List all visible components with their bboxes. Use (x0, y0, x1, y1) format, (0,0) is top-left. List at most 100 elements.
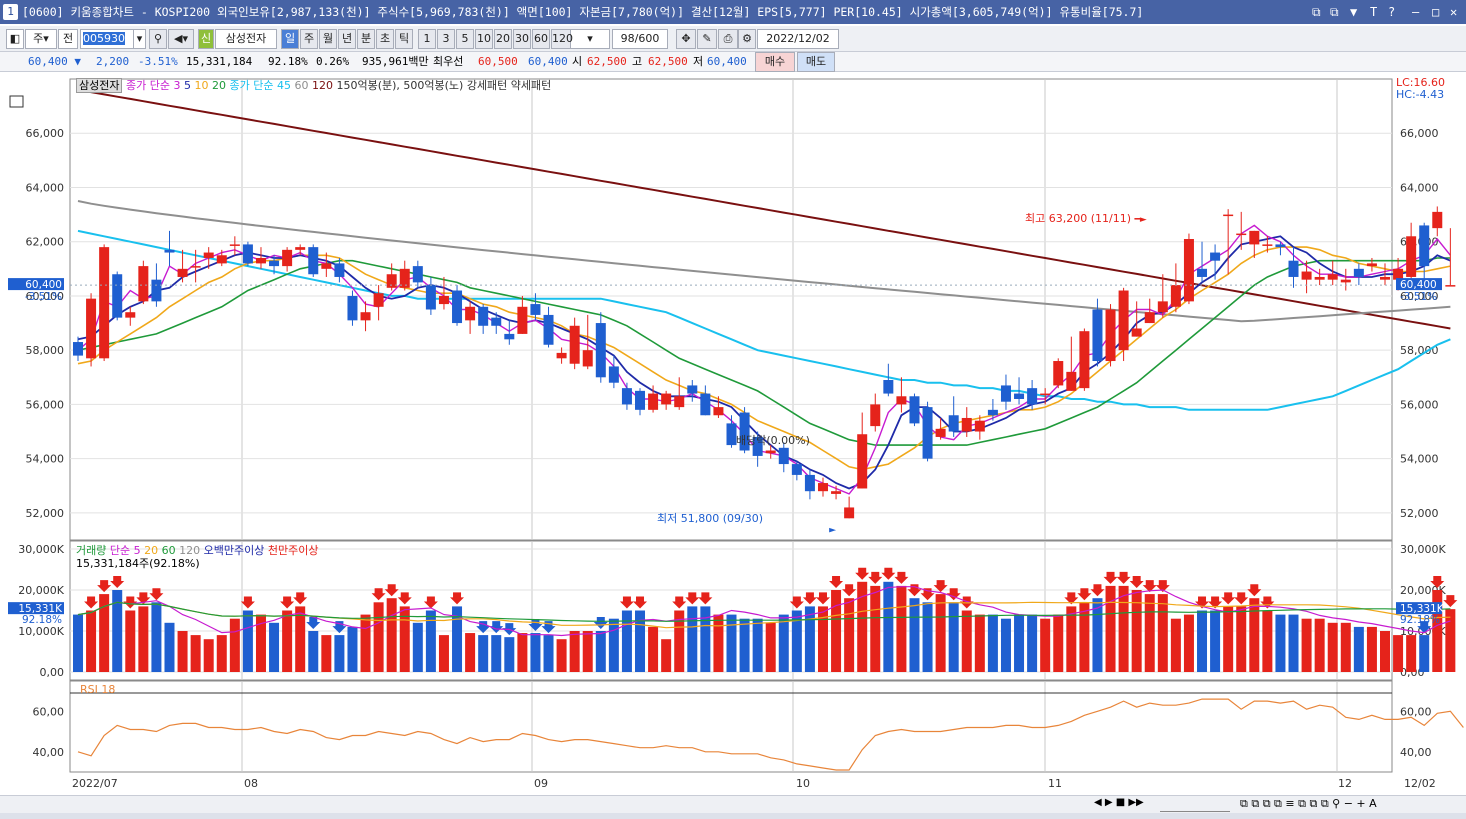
sound-icon[interactable]: ◀▾ (168, 29, 194, 49)
price-tick-right: 66,000 (1400, 127, 1439, 140)
panel-frame (69, 78, 1393, 541)
zoom-slider[interactable] (1160, 798, 1230, 812)
candle-body (399, 268, 410, 288)
candle-body (791, 464, 802, 475)
text-icon[interactable]: T (1370, 5, 1378, 19)
ten-million-marker (946, 588, 961, 601)
candle-body (1079, 331, 1090, 389)
candle-body (517, 306, 528, 334)
close-button[interactable]: ✕ (1450, 5, 1458, 19)
view-tools[interactable]: ⧉ ⧉ ⧉ ⧉ ≡ ⧉ ⧉ ⧉ ⚲ − + A (1240, 797, 1377, 810)
candle-body (203, 252, 214, 258)
sell-button[interactable]: 매도 (797, 52, 835, 72)
draw-icon[interactable]: ✎ (697, 29, 717, 49)
candle-body (831, 491, 842, 494)
maximize-button[interactable]: □ (1432, 5, 1440, 19)
period-tab[interactable]: 년 (338, 29, 356, 49)
ma60-line (77, 200, 1451, 323)
ten-million-marker (933, 580, 948, 593)
help-icon[interactable]: ? (1388, 5, 1396, 19)
interval-input[interactable]: ▾ (570, 29, 610, 49)
ten-million-marker (1195, 596, 1210, 609)
x-tick-label: 11 (1048, 777, 1062, 790)
tools-icon[interactable]: ✥ (676, 29, 696, 49)
period-tab[interactable]: 주 (300, 29, 318, 49)
legend-five-million: 오백만주이상 (203, 544, 265, 557)
chevron-down-icon[interactable]: ▾ (133, 29, 146, 49)
search-icon[interactable]: ⚲ (149, 29, 167, 49)
volume-bar (817, 606, 828, 672)
scroll-controls[interactable]: ◀ ▶ ■ ▶▶ (1094, 797, 1144, 808)
volume-bar (726, 614, 737, 672)
dropdown-icon[interactable]: ▼ (1350, 5, 1358, 19)
ten-million-marker (397, 592, 412, 605)
candle-body (1445, 285, 1456, 287)
period-tab[interactable]: 일 (281, 29, 299, 49)
volume-bar (569, 631, 580, 672)
period-tab[interactable]: 틱 (395, 29, 413, 49)
code-input[interactable]: 005930 (80, 29, 146, 49)
volume-bar (190, 635, 201, 672)
candle-body (648, 393, 659, 410)
volume-bar (373, 602, 384, 672)
interval-button[interactable]: 30 (513, 29, 531, 49)
volume-bar (713, 614, 724, 672)
candle-body (1197, 268, 1208, 277)
interval-button[interactable]: 10 (475, 29, 493, 49)
volume-bar (399, 606, 410, 672)
buy-button[interactable]: 매수 (755, 52, 795, 72)
volume-ma60-line (77, 601, 1451, 622)
interval-button[interactable]: 60 (532, 29, 550, 49)
ten-million-marker (280, 596, 295, 609)
ten-million-marker (240, 596, 255, 609)
legend-ma5: 5 (183, 79, 191, 92)
period-tab[interactable]: 분 (357, 29, 375, 49)
gear-icon[interactable]: ⚙ (738, 29, 756, 49)
interval-button[interactable]: 5 (456, 29, 474, 49)
layout-icon[interactable]: ◧ (6, 29, 24, 49)
volume-bar (125, 610, 136, 672)
candle-body (582, 350, 593, 367)
volume-bar (255, 614, 266, 672)
ten-million-marker (1077, 588, 1092, 601)
volume-bar (870, 585, 881, 672)
interval-button[interactable]: 120 (551, 29, 573, 49)
period-tab[interactable]: 초 (376, 29, 394, 49)
restore-icon[interactable]: ⧉ (1312, 5, 1321, 19)
dividend-annotation: 배당락(0.00%) (736, 434, 810, 447)
scroll-bar[interactable]: ◀ ▶ ■ ▶▶ ⧉ ⧉ ⧉ ⧉ ≡ ⧉ ⧉ ⧉ ⚲ − + A (0, 795, 1466, 813)
volume-bar (1144, 594, 1155, 672)
candle-body (726, 423, 737, 446)
interval-button[interactable]: 3 (437, 29, 455, 49)
volume-bar (1432, 590, 1443, 672)
ten-million-marker (1234, 592, 1249, 605)
date-input[interactable]: 2022/12/02 (757, 29, 839, 49)
five-million-marker (1417, 621, 1432, 634)
ten-million-marker (1064, 592, 1079, 605)
print-icon[interactable]: ⎙ (718, 29, 738, 49)
low-annotation: 최저 51,800 (09/30) (657, 512, 764, 525)
candle-body (86, 298, 97, 359)
copy-icon[interactable]: ⧉ (1330, 5, 1339, 19)
interval-button[interactable]: 20 (494, 29, 512, 49)
volume-bar (778, 614, 789, 672)
ten-million-marker (1247, 584, 1262, 597)
ten-million-marker (136, 592, 151, 605)
volume-bar (700, 606, 711, 672)
candle-body (504, 333, 515, 340)
candle-body (1275, 244, 1286, 248)
ten-million-marker (1221, 592, 1236, 605)
candle-body (1301, 271, 1312, 280)
count-input[interactable]: 98/600 (612, 29, 668, 49)
side-select[interactable]: 전 (58, 29, 78, 49)
market-select[interactable]: 주▾ (25, 29, 57, 49)
interval-button[interactable]: 1 (418, 29, 436, 49)
window-number: 1 (3, 4, 18, 20)
volume-bar (1066, 606, 1077, 672)
minimize-button[interactable]: — (1412, 5, 1420, 19)
volume-bar (1157, 594, 1168, 672)
candle-body (608, 366, 619, 383)
period-tab[interactable]: 월 (319, 29, 337, 49)
volume-bar (1236, 606, 1247, 672)
volume-bar (138, 606, 149, 672)
